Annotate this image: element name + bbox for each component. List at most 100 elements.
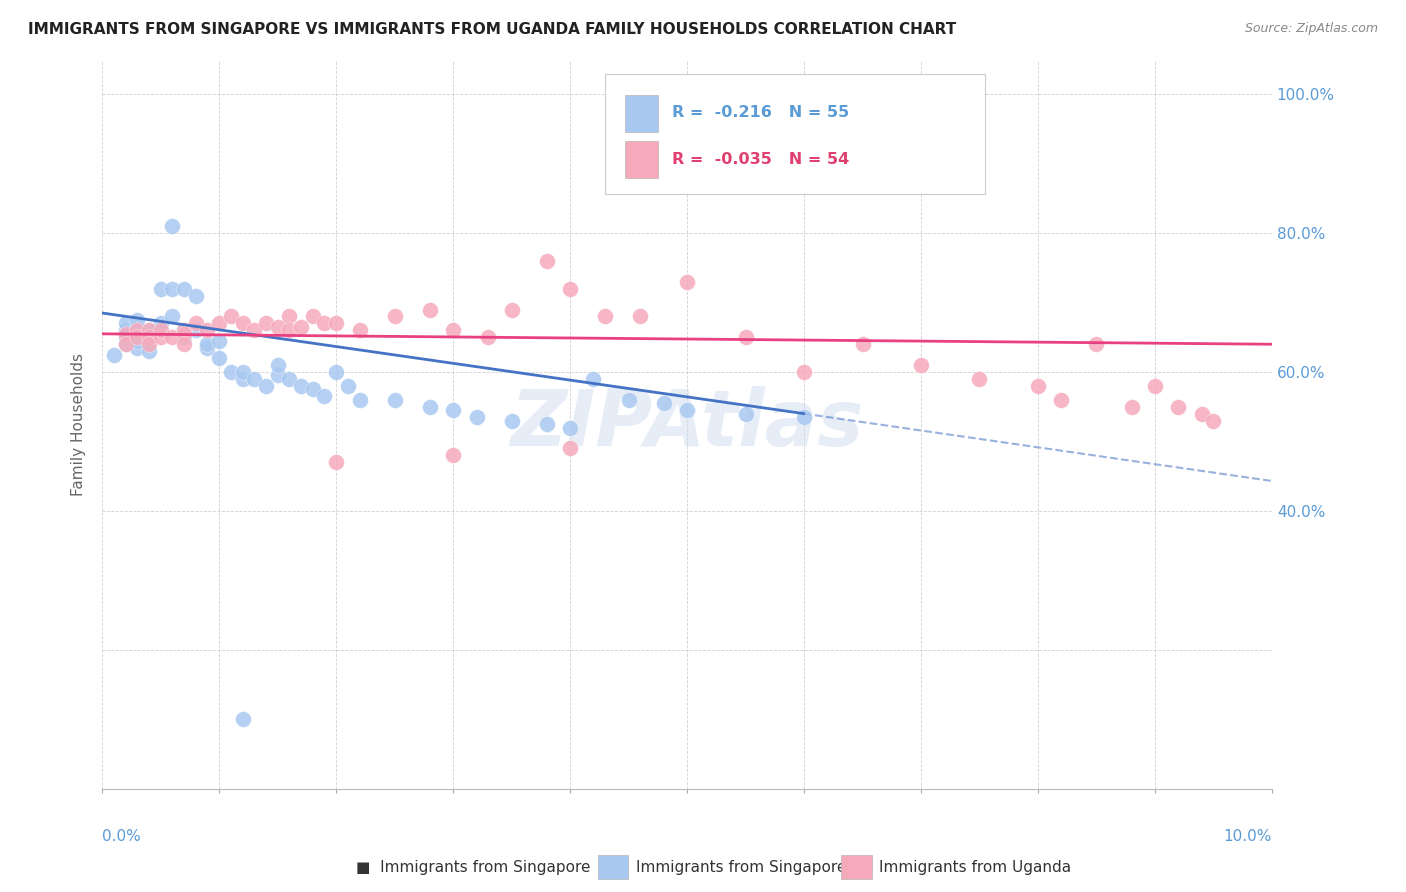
Point	[441, 323, 464, 337]
Point	[127, 326, 149, 341]
Point	[384, 310, 406, 324]
Point	[558, 420, 581, 434]
Point	[162, 282, 184, 296]
Point	[1191, 407, 1213, 421]
Point	[793, 410, 815, 425]
Point	[266, 319, 288, 334]
Point	[676, 403, 699, 417]
Point	[232, 365, 254, 379]
Point	[114, 323, 136, 337]
FancyBboxPatch shape	[605, 74, 986, 194]
Point	[162, 330, 184, 344]
Point	[173, 330, 195, 344]
Point	[384, 392, 406, 407]
Text: IMMIGRANTS FROM SINGAPORE VS IMMIGRANTS FROM UGANDA FAMILY HOUSEHOLDS CORRELATIO: IMMIGRANTS FROM SINGAPORE VS IMMIGRANTS …	[28, 22, 956, 37]
Point	[138, 337, 160, 351]
Point	[232, 317, 254, 331]
Point	[254, 317, 277, 331]
Point	[734, 407, 756, 421]
Point	[173, 326, 195, 341]
Point	[162, 310, 184, 324]
Point	[910, 358, 932, 372]
Point	[173, 323, 195, 337]
Point	[114, 330, 136, 344]
Point	[114, 326, 136, 341]
Point	[127, 341, 149, 355]
Point	[127, 330, 149, 344]
Point	[793, 365, 815, 379]
Text: ZIPAtlas: ZIPAtlas	[510, 386, 863, 462]
Point	[1050, 392, 1073, 407]
Point	[349, 392, 371, 407]
Point	[441, 403, 464, 417]
Point	[127, 319, 149, 334]
Point	[536, 254, 558, 268]
Point	[1202, 414, 1225, 428]
Point	[219, 365, 242, 379]
Point	[208, 351, 231, 365]
Point	[1167, 400, 1189, 414]
Point	[138, 323, 160, 337]
Point	[219, 310, 242, 324]
Point	[314, 389, 336, 403]
Point	[582, 372, 605, 386]
Point	[593, 310, 616, 324]
Point	[278, 310, 301, 324]
Point	[103, 348, 125, 362]
Point	[441, 448, 464, 462]
Point	[501, 302, 523, 317]
Point	[149, 317, 172, 331]
Point	[149, 330, 172, 344]
Point	[734, 330, 756, 344]
Point	[138, 330, 160, 344]
Point	[314, 317, 336, 331]
Point	[536, 417, 558, 431]
Point	[127, 313, 149, 327]
Point	[173, 282, 195, 296]
Point	[1085, 337, 1108, 351]
Text: 0.0%: 0.0%	[103, 829, 141, 844]
FancyBboxPatch shape	[626, 95, 658, 133]
Point	[349, 323, 371, 337]
Point	[290, 379, 312, 393]
Point	[419, 302, 441, 317]
Point	[184, 323, 207, 337]
Point	[851, 337, 873, 351]
Point	[628, 310, 651, 324]
Point	[162, 219, 184, 234]
Point	[1143, 379, 1166, 393]
Point	[138, 330, 160, 344]
Point	[114, 337, 136, 351]
Text: Source: ZipAtlas.com: Source: ZipAtlas.com	[1244, 22, 1378, 36]
Point	[149, 323, 172, 337]
Text: R =  -0.216   N = 55: R = -0.216 N = 55	[672, 105, 849, 120]
Point	[301, 383, 323, 397]
Point	[325, 455, 347, 469]
Point	[652, 396, 675, 410]
Point	[558, 282, 581, 296]
FancyBboxPatch shape	[626, 141, 658, 178]
Text: R =  -0.035   N = 54: R = -0.035 N = 54	[672, 152, 849, 167]
Point	[197, 337, 219, 351]
Point	[477, 330, 499, 344]
Text: Immigrants from Uganda: Immigrants from Uganda	[879, 860, 1071, 874]
Point	[114, 337, 136, 351]
Point	[138, 344, 160, 359]
Point	[1121, 400, 1143, 414]
Point	[419, 400, 441, 414]
Point	[173, 337, 195, 351]
Point	[278, 323, 301, 337]
Text: 10.0%: 10.0%	[1223, 829, 1272, 844]
Point	[197, 323, 219, 337]
Text: ■  Immigrants from Singapore: ■ Immigrants from Singapore	[356, 860, 591, 874]
Point	[325, 365, 347, 379]
Point	[325, 317, 347, 331]
Point	[1026, 379, 1049, 393]
Point	[617, 392, 640, 407]
Text: Immigrants from Singapore: Immigrants from Singapore	[636, 860, 846, 874]
Point	[114, 317, 136, 331]
Point	[465, 410, 488, 425]
Point	[290, 319, 312, 334]
Point	[301, 310, 323, 324]
Point	[184, 317, 207, 331]
